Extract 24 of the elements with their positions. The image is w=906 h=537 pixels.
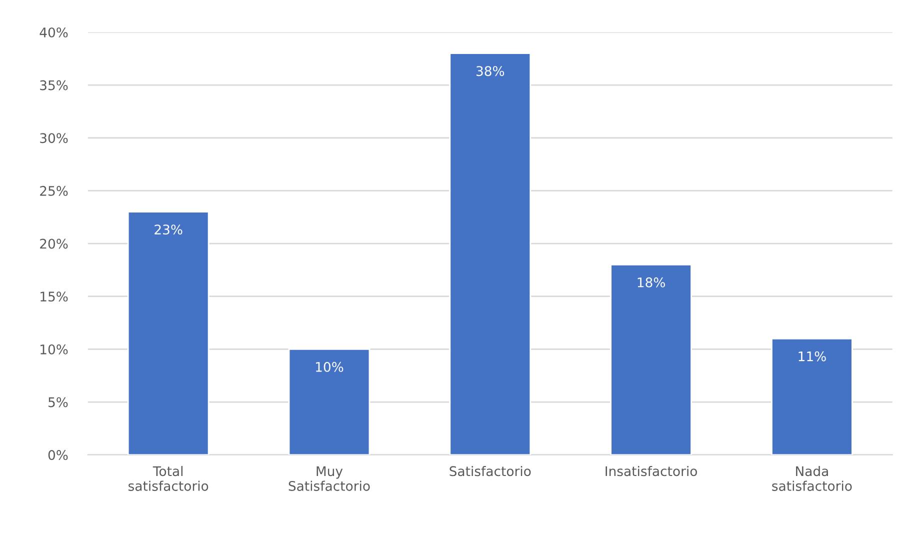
data-label: 10% [316,362,344,372]
x-tick-label: Total satisfactorio [128,466,208,491]
data-label: 18% [638,277,665,288]
x-tick-label: Nada satisfactorio [772,466,852,491]
y-tick-label: 30% [40,133,68,144]
bar [127,211,210,455]
y-tick-label: 25% [40,186,68,196]
y-tick-label: 35% [40,80,68,90]
y-tick-label: 15% [40,292,68,302]
bar [771,338,853,455]
y-tick-label: 0% [48,450,68,460]
y-tick-label: 5% [48,397,68,408]
y-tick-label: 40% [40,27,68,38]
x-tick-label: Satisfactorio [450,466,531,476]
y-tick-label: 20% [40,238,68,249]
bar [288,348,370,455]
bar [610,264,692,455]
data-label: 38% [476,66,504,76]
y-tick-label: 10% [40,344,68,354]
x-tick-label: Insatisfactorio [606,466,697,476]
data-label: 23% [154,224,182,235]
x-tick-label: Muy Satisfactorio [288,466,370,491]
bar [449,52,532,455]
data-label: 11% [798,351,826,362]
